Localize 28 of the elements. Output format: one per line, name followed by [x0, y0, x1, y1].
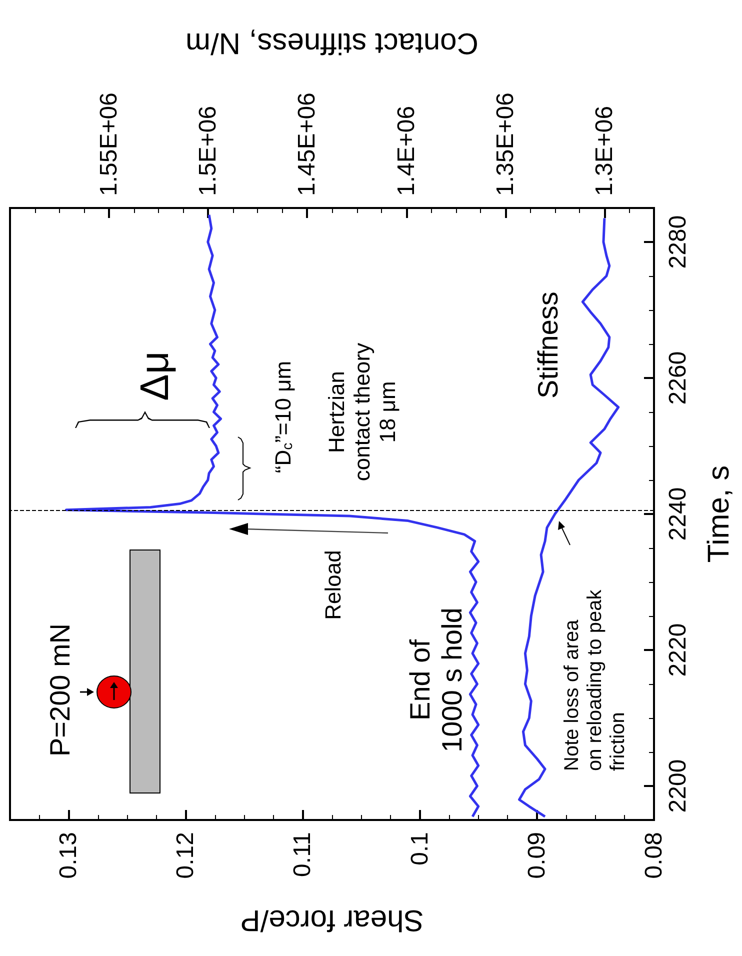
- x2-tick-label: 1.55E+06: [96, 92, 123, 196]
- x-tick-label: 0.11: [289, 832, 316, 877]
- annotation: Hertzian contact theory 18 μm: [324, 342, 400, 482]
- annotation: Reload: [320, 550, 346, 620]
- x-tick-label: 0.08: [640, 832, 668, 879]
- y-tick-label: 2200: [664, 759, 692, 813]
- x-tick-label: 0.09: [523, 832, 550, 879]
- y-tick-label: 2220: [664, 623, 692, 677]
- x2-tick-label: 1.5E+06: [194, 106, 222, 196]
- y-tick-label: 2280: [664, 215, 692, 269]
- x2-tick-label: 1.4E+06: [392, 106, 420, 196]
- x-tick-label: 0.1: [406, 832, 434, 866]
- text: Stiffness: [532, 292, 564, 398]
- annotation: End of 1000 s hold: [404, 608, 468, 752]
- annotation: P=200 mN: [44, 623, 76, 757]
- x2-axis-title: Contact stiffness, N/m: [186, 26, 478, 60]
- y-tick-label: 2260: [664, 351, 692, 405]
- annotation: Note loss of area on reloading to peak friction: [561, 588, 629, 771]
- y-tick-label: 2240: [664, 487, 692, 541]
- x2-tick-label: 1.35E+06: [492, 92, 519, 196]
- y-axis-title: Time, s: [702, 465, 736, 563]
- x-tick-label: 0.13: [55, 832, 82, 879]
- annotation: Δμ: [133, 351, 177, 401]
- x-axis-title: Shear force/P: [240, 904, 424, 936]
- x-tick-label: 0.12: [172, 832, 200, 879]
- x2-tick-label: 1.45E+06: [294, 92, 321, 196]
- annotation: “Dc”=10 μm: [270, 360, 296, 474]
- x2-tick-label: 1.3E+06: [590, 106, 618, 196]
